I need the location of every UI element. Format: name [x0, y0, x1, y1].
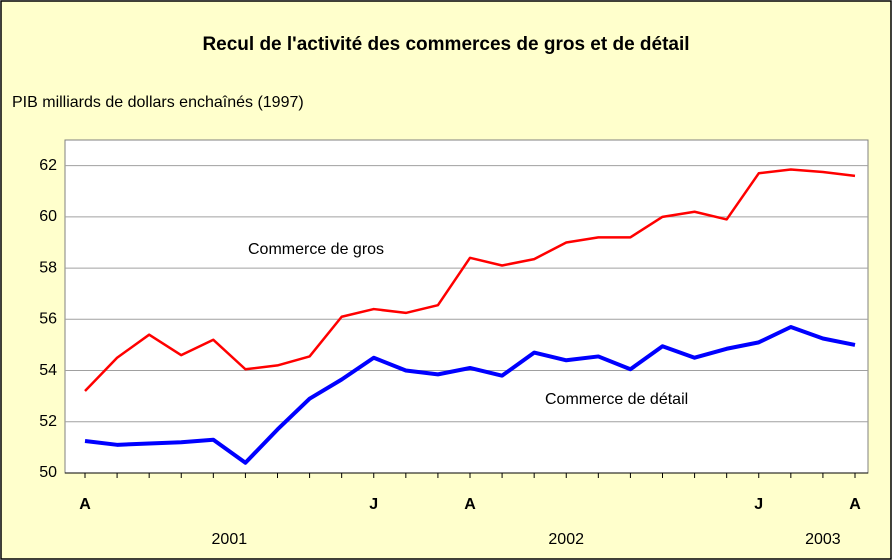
- series-line: [84, 168, 856, 392]
- series-label: Commerce de gros: [248, 241, 384, 258]
- y-tick-label: 60: [39, 208, 57, 225]
- series-line: [84, 324, 856, 465]
- x-tick-label: J: [369, 496, 378, 513]
- series-label: Commerce de détail: [545, 391, 688, 408]
- year-label: 2001: [212, 531, 248, 548]
- y-tick-label: 52: [39, 413, 57, 430]
- y-tick-label: 54: [39, 362, 57, 379]
- x-tick-label: J: [754, 496, 763, 513]
- y-tick-label: 58: [39, 259, 57, 276]
- plot-area: [64, 139, 869, 474]
- year-label: 2002: [548, 531, 584, 548]
- x-tick-label: A: [849, 496, 861, 513]
- subtitle: PIB milliards de dollars enchaînés (1997…: [12, 94, 304, 111]
- chart-title: Recul de l'activité des commerces de gro…: [202, 34, 689, 55]
- year-label: 2003: [805, 531, 841, 548]
- y-tick-label: 62: [39, 157, 57, 174]
- y-tick-label: 50: [39, 464, 57, 481]
- y-tick-label: 56: [39, 311, 57, 328]
- x-tick-label: A: [79, 496, 91, 513]
- x-tick-label: A: [464, 496, 476, 513]
